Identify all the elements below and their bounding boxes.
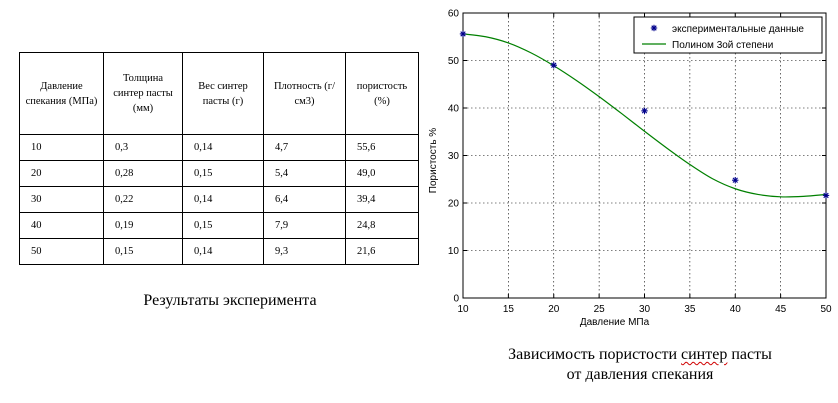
cell-pressure: 20 [19,160,104,187]
legend-label-data: экспериментальные данные [672,24,804,35]
header-density: Плотность (г/см3) [263,52,346,135]
header-weight: Вес синтер пасты (г) [182,52,264,135]
y-axis-label: Пористость % [428,128,439,193]
x-tick-label: 40 [730,304,742,315]
cell-weight: 0,14 [182,186,264,213]
cell-pressure: 30 [19,186,104,213]
cell-thickness: 0,19 [103,212,183,239]
cell-density: 5,4 [263,160,346,187]
cell-porosity: 49,0 [345,160,419,187]
cell-density: 9,3 [263,238,346,265]
legend-box [633,16,823,54]
cell-density: 7,9 [263,212,346,239]
x-tick-label: 50 [820,304,832,315]
data-point-marker [641,107,648,115]
x-tick-label: 15 [503,304,515,315]
y-tick-label: 10 [448,246,460,257]
chart-caption-line-2: от давления спекания [566,366,714,383]
y-tick-label: 50 [448,56,460,67]
x-tick-label: 35 [684,304,696,315]
polynomial-fit-line [462,33,827,198]
cell-weight: 0,14 [182,134,264,161]
cell-thickness: 0,15 [103,238,183,265]
legend-label-fit: Полином 3ой степени [672,40,773,51]
cell-thickness: 0,22 [103,186,183,213]
axes-frame [462,12,827,299]
table-row: 40 0,19 0,15 7,9 24,8 [19,212,419,239]
chart-caption-prefix: Зависимость пористости [508,346,682,363]
x-tick-label: 45 [775,304,787,315]
table-row: 10 0,3 0,14 4,7 55,6 [19,134,419,161]
chart-caption: Зависимость пористости синтер пасты от д… [470,345,810,385]
cell-pressure: 40 [19,212,104,239]
x-axis-label: Давление МПа [580,317,650,328]
table-row: 50 0,15 0,14 9,3 21,6 [19,238,419,265]
cell-density: 6,4 [263,186,346,213]
cell-thickness: 0,28 [103,160,183,187]
legend-marker-icon [650,24,658,32]
cell-weight: 0,15 [182,212,264,239]
chart-caption-flagged-word: синтер [681,346,728,363]
header-thickness: Толщина синтер пасты (мм) [103,52,183,135]
cell-porosity: 55,6 [345,134,419,161]
cell-weight: 0,15 [182,160,264,187]
results-table: Давление спекания (МПа) Толщина синтер п… [19,52,419,265]
data-point-marker [459,30,467,38]
cell-thickness: 0,3 [103,134,183,161]
cell-pressure: 10 [19,134,104,161]
cell-pressure: 50 [19,238,104,265]
data-point-marker [822,192,830,199]
table-row: 20 0,28 0,15 5,4 49,0 [19,160,419,187]
porosity-chart: 10 15 20 25 30 35 40 45 500102030405060Давление … [428,9,832,329]
chart-caption-suffix: пасты [727,346,772,363]
cell-porosity: 24,8 [345,212,419,239]
cell-density: 4,7 [263,134,346,161]
y-tick-label: 0 [453,294,459,305]
cell-weight: 0,14 [182,238,264,265]
cell-porosity: 39,4 [345,186,419,213]
chart-caption-line-1: Зависимость пористости синтер пасты [470,345,810,365]
header-pressure: Давление спекания (МПа) [19,52,104,135]
y-tick-label: 30 [448,151,460,162]
y-tick-label: 60 [448,9,460,20]
y-tick-label: 40 [448,104,460,115]
data-point-marker [732,177,739,184]
x-tick-label: 10 [457,304,469,315]
table-row: 30 0,22 0,14 6,4 39,4 [19,186,419,213]
header-porosity: пористость (%) [345,52,419,135]
table-caption: Результаты эксперимента [143,292,317,309]
data-point-marker [550,62,557,69]
x-tick-label: 25 [594,304,606,315]
cell-porosity: 21,6 [345,238,419,265]
table-header-row: Давление спекания (МПа) Толщина синтер п… [19,52,419,135]
x-tick-label: 30 [639,304,651,315]
x-tick-label: 20 [548,304,560,315]
y-tick-label: 20 [448,199,460,210]
